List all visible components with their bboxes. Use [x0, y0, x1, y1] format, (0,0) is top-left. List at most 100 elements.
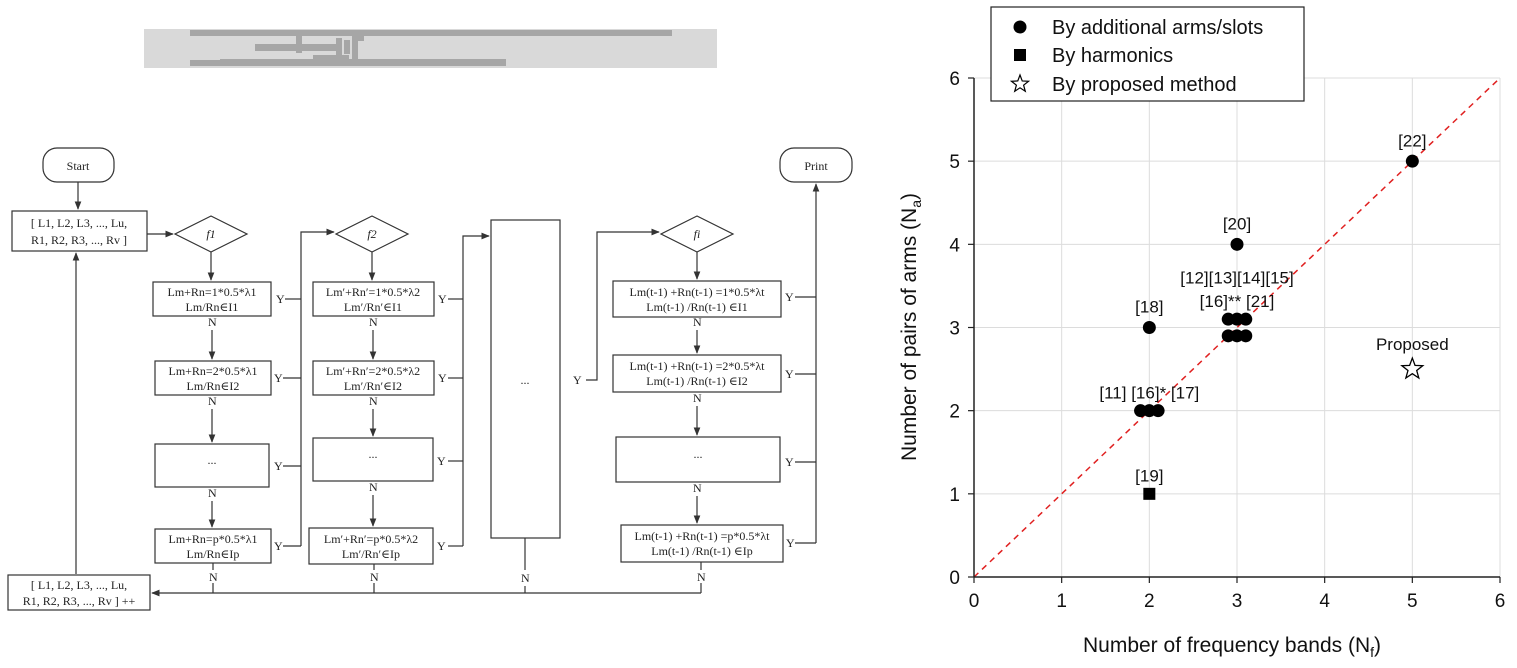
- antenna-traces: [190, 30, 672, 66]
- point-annotation: [20]: [1223, 215, 1251, 234]
- col4-box-2-line1: Lm(t-1) +Rn(t-1) =2*0.5*λt: [630, 359, 766, 373]
- scatter-chart: 0 1 2 3 4 5 6 0 1 2 3 4 5 6 [22] [20] [12][13][14][15]…: [898, 6, 1506, 660]
- increment-box-line2: R1, R2, R3, ..., Rv ] ++: [23, 594, 136, 608]
- data-point-circle: [1239, 329, 1253, 343]
- yes-label: Y: [276, 292, 285, 306]
- y-tick-label: 0: [949, 568, 960, 589]
- no-label: N: [521, 571, 530, 585]
- x-tick-label: 0: [969, 591, 980, 612]
- legend-label-arms: By additional arms/slots: [1052, 17, 1263, 39]
- decision-f1-label: f1: [206, 227, 215, 241]
- yes-label: Y: [786, 536, 795, 550]
- x-tick-label: 5: [1407, 591, 1418, 612]
- col4-box-2-line2: Lm(t-1) /Rn(t-1) ∈I2: [646, 374, 748, 388]
- data-points: [1134, 154, 1425, 500]
- middle-box: [490, 219, 561, 539]
- col2-box-3-line1: ...: [369, 447, 378, 461]
- col1-box-2-line1: Lm+Rn=2*0.5*λ1: [168, 364, 257, 378]
- increment-box: [7, 574, 151, 611]
- yes-label: Y: [274, 371, 283, 385]
- legend-circle-marker: [1013, 20, 1027, 34]
- antenna-layout: [144, 29, 717, 68]
- x-axis-title: Number of frequency bands (Nf): [1083, 634, 1381, 660]
- init-box-line2: R1, R2, R3, ..., Rv ]: [31, 233, 127, 247]
- point-annotation: [12][13][14][15]: [1180, 269, 1293, 288]
- col4-box-3: [615, 436, 781, 483]
- data-point-circle: [1239, 312, 1253, 326]
- x-tick-label: 3: [1232, 591, 1243, 612]
- legend-frame: [990, 6, 1305, 102]
- col4-box-2: [612, 354, 782, 393]
- decision-f2-label: f2: [367, 227, 376, 241]
- data-point-circle: [1230, 237, 1244, 251]
- flowchart: Start Print [ L1, L2, L3, ..., Lu, R1, R…: [7, 147, 853, 611]
- y-tick-label: 5: [949, 152, 960, 173]
- no-label: N: [697, 570, 706, 584]
- data-point-circle: [1405, 154, 1419, 168]
- x-tick-labels: 0 1 2 3 4 5 6: [969, 591, 1506, 612]
- legend-label-proposed: By proposed method: [1052, 74, 1237, 96]
- col4-box-4-line2: Lm(t-1) /Rn(t-1) ∈Ip: [651, 544, 753, 558]
- data-point-star: [1400, 356, 1425, 380]
- col1-box-3: [154, 443, 270, 488]
- col1-box-2: [154, 360, 272, 396]
- middle-box-label: ...: [521, 373, 530, 387]
- yes-label: Y: [438, 292, 447, 306]
- data-point-square: [1143, 487, 1156, 500]
- chart-axes: [968, 77, 1501, 583]
- init-box: [11, 210, 148, 252]
- col1-box-4-line1: Lm+Rn=p*0.5*λ1: [168, 532, 257, 546]
- flowchart-branch-labels: Y Y Y Y Y Y Y Y Y Y Y Y Y N N N N N N N …: [208, 290, 795, 585]
- yes-label: Y: [785, 290, 794, 304]
- no-label: N: [370, 570, 379, 584]
- yes-label: Y: [573, 373, 582, 387]
- init-box-line1: [ L1, L2, L3, ..., Lu,: [31, 216, 127, 230]
- yes-label: Y: [437, 539, 446, 553]
- col2-box-1-line2: Lm′/Rn′∈I1: [344, 300, 402, 314]
- yes-label: Y: [438, 371, 447, 385]
- point-annotations: [22] [20] [12][13][14][15] [16]** [21] [18] P…: [1099, 131, 1448, 485]
- y-tick-label: 4: [949, 235, 960, 256]
- legend-label-harmonics: By harmonics: [1052, 45, 1173, 67]
- y-tick-label: 2: [949, 402, 960, 423]
- point-annotation: [11] [16]* [17]: [1099, 383, 1199, 402]
- col2-box-2-line2: Lm′/Rn′∈I2: [344, 379, 402, 393]
- no-label: N: [693, 391, 702, 405]
- no-label: N: [693, 481, 702, 495]
- point-annotation: [22]: [1398, 131, 1426, 150]
- no-label: N: [369, 315, 378, 329]
- decision-fi-label: fi: [694, 227, 701, 241]
- yes-label: Y: [437, 454, 446, 468]
- col4-box-1: [612, 280, 782, 318]
- col2-box-4-line1: Lm′+Rn′=p*0.5*λ2: [324, 532, 418, 546]
- point-annotation: [19]: [1135, 467, 1163, 486]
- col4-box-4: [620, 524, 784, 563]
- y-tick-label: 3: [949, 319, 960, 340]
- legend-star-marker: [1009, 73, 1031, 93]
- col2-box-4: [308, 527, 434, 565]
- flowchart-connectors: [72, 182, 820, 597]
- col1-box-3-line1: ...: [208, 453, 217, 467]
- col2-box-1: [312, 281, 435, 317]
- no-label: N: [209, 570, 218, 584]
- col2-box-2-line1: Lm′+Rn′=2*0.5*λ2: [326, 364, 420, 378]
- data-point-circle: [1151, 404, 1165, 418]
- y-tick-label: 6: [949, 69, 960, 90]
- x-tick-label: 6: [1495, 591, 1506, 612]
- legend-square-marker: [1014, 49, 1026, 61]
- no-label: N: [369, 394, 378, 408]
- point-annotation: [18]: [1135, 298, 1163, 317]
- col4-box-1-line1: Lm(t-1) +Rn(t-1) =1*0.5*λt: [630, 285, 766, 299]
- x-tick-label: 2: [1144, 591, 1155, 612]
- col1-box-4: [154, 528, 272, 564]
- yes-label: Y: [274, 539, 283, 553]
- col2-box-4-line2: Lm′/Rn′∈Ip: [342, 547, 400, 561]
- col1-box-1-line2: Lm/Rn∈I1: [186, 300, 239, 314]
- yes-label: Y: [785, 455, 794, 469]
- point-annotation: [16]** [21]: [1200, 292, 1275, 311]
- increment-box-line1: [ L1, L2, L3, ..., Lu,: [31, 578, 127, 592]
- col1-box-4-line2: Lm/Rn∈Ip: [187, 547, 240, 561]
- col2-box-1-line1: Lm′+Rn′=1*0.5*λ2: [326, 285, 420, 299]
- no-label: N: [693, 315, 702, 329]
